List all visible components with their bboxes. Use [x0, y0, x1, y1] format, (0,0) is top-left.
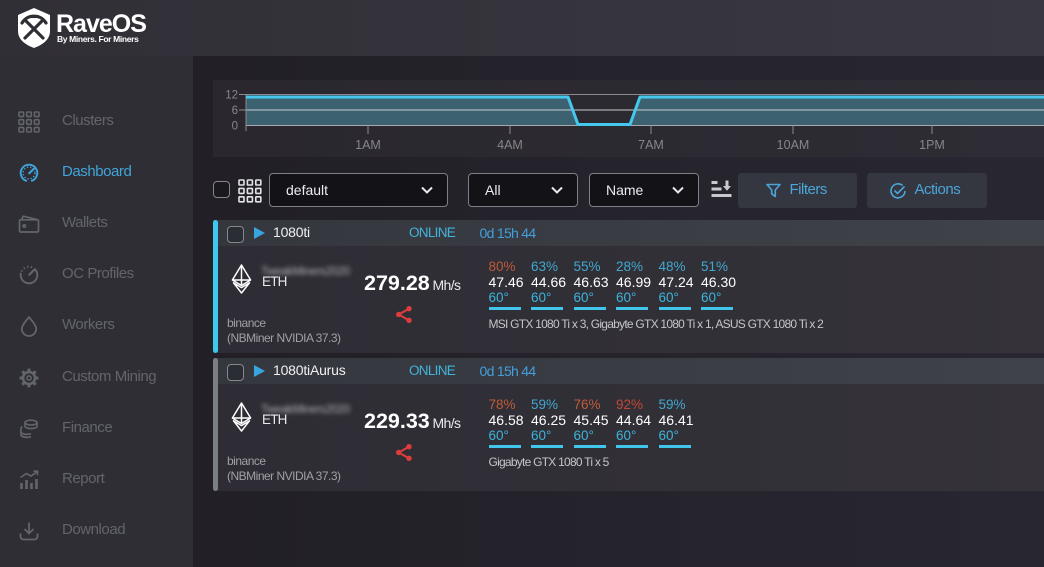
svg-text:10AM: 10AM: [777, 138, 810, 152]
svg-text:4AM: 4AM: [497, 138, 523, 152]
svg-text:1PM: 1PM: [919, 138, 945, 152]
svg-text:6: 6: [232, 105, 238, 117]
svg-text:7AM: 7AM: [638, 138, 664, 152]
svg-text:1AM: 1AM: [355, 138, 381, 152]
svg-text:0: 0: [232, 121, 238, 133]
svg-text:12: 12: [225, 90, 238, 102]
